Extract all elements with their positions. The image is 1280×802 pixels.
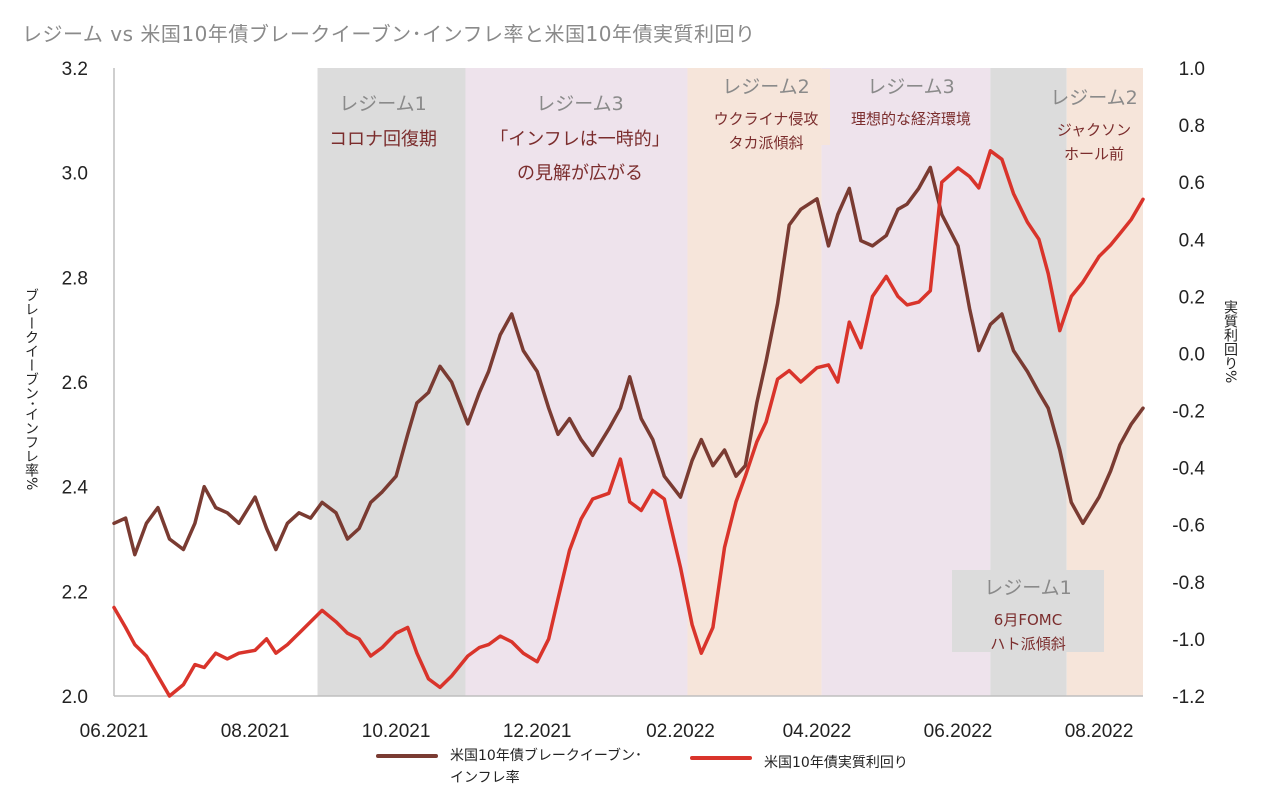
y-tick-label: 2.2 [62, 582, 88, 603]
regime-desc-6: ホール前 [1064, 145, 1124, 163]
regime-label-box-3 [702, 69, 830, 145]
y2-tick-label: -0.8 [1172, 573, 1205, 594]
series-lines [112, 149, 1145, 698]
x-tick-label: 04.2022 [783, 721, 852, 742]
regime-band-1 [317, 68, 466, 696]
x-tick-label: 08.2022 [1065, 721, 1134, 742]
regime-desc-2: 「インフレは一時的」 [490, 129, 669, 150]
y-tick-label: 2.4 [62, 478, 89, 499]
breakeven-line [112, 165, 1145, 557]
y2-tick-label: 0.2 [1179, 287, 1205, 308]
y-tick-label: 2.8 [62, 268, 88, 289]
regime-bands [317, 68, 1143, 696]
x-tick-label: 12.2021 [503, 721, 572, 742]
regime-title-6: レジーム2 [1050, 87, 1138, 109]
regime-band-2 [465, 68, 688, 696]
x-tick-label: 06.2021 [80, 721, 149, 742]
chart-title: レジーム vs 米国10年債ブレークイーブン･インフレ率と米国10年債実質利回り [22, 22, 756, 46]
regime-desc-3: ウクライナ侵攻 [714, 110, 819, 128]
regime-desc-5: 6月FOMC [994, 611, 1062, 629]
y2-tick-label: -0.6 [1172, 516, 1205, 537]
y2-tick-label: -0.2 [1172, 402, 1205, 423]
regime-desc-2: の見解が広がる [517, 163, 643, 184]
regime-labels: レジーム1 コロナ回復期 レジーム3 「インフレは一時的」の見解が広がる レジーム2 ウク… [329, 69, 1138, 653]
regime-desc-1: コロナ回復期 [329, 129, 437, 150]
regime-title-5: レジーム1 [984, 577, 1072, 599]
regime-desc-6: ジャクソン [1057, 121, 1131, 139]
y-tick-label: 3.2 [62, 59, 88, 80]
y2-tick-label: -0.4 [1172, 459, 1205, 480]
left-axis-title: ブレークイーブン･インフレ率% [23, 288, 39, 491]
regime-desc-4: 理想的な経済環境 [851, 110, 971, 128]
regime-label-box-5 [952, 570, 1104, 652]
axes: 2.0 2.2 2.4 2.6 2.8 3.0 3.2 -1.2 -1.0 -0.8 -0.6 -0.… [62, 59, 1206, 742]
x-tick-label: 10.2021 [362, 721, 431, 742]
x-tick-label: 02.2022 [646, 721, 715, 742]
regime-title-4: レジーム3 [867, 76, 955, 98]
y2-tick-label: 0.4 [1179, 230, 1206, 251]
y2-tick-label: 1.0 [1179, 59, 1205, 80]
y-tick-label: 2.0 [62, 687, 88, 708]
y-tick-label: 3.0 [62, 164, 88, 185]
regime-desc-3: タカ派傾斜 [728, 134, 803, 152]
regime-title-2: レジーム3 [536, 93, 624, 115]
y2-tick-label: 0.0 [1179, 344, 1205, 365]
real-yield-line [112, 149, 1145, 698]
x-tick-label: 06.2022 [924, 721, 993, 742]
y2-tick-label: 0.6 [1179, 173, 1205, 194]
y2-tick-label: -1.0 [1172, 630, 1205, 651]
y2-tick-label: -1.2 [1172, 687, 1205, 708]
regime-title-1: レジーム1 [339, 93, 427, 115]
x-tick-label: 08.2021 [221, 721, 290, 742]
regime-title-3: レジーム2 [722, 76, 810, 98]
y2-tick-label: 0.8 [1179, 116, 1205, 137]
regime-desc-5: ハト派傾斜 [990, 635, 1065, 653]
right-axis-title: 実質利回り% [1222, 300, 1238, 384]
y-tick-label: 2.6 [62, 373, 88, 394]
